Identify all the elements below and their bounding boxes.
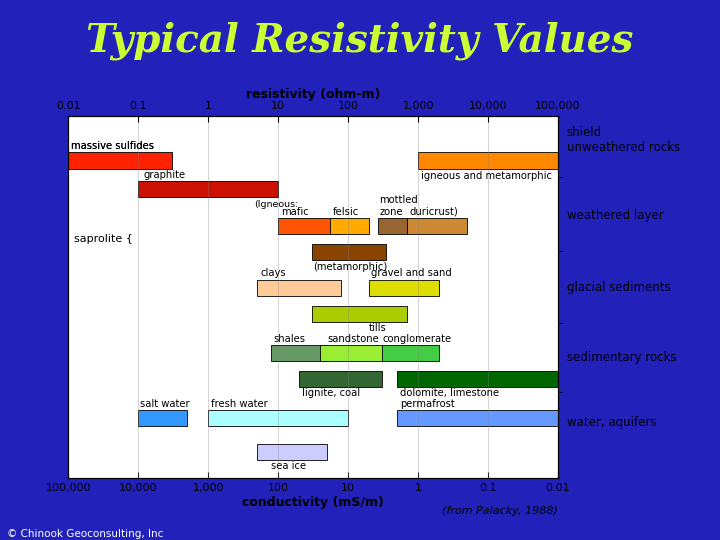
Text: lignite, coal: lignite, coal [302,388,360,399]
FancyBboxPatch shape [418,152,558,169]
X-axis label: conductivity (mS/m): conductivity (mS/m) [242,496,384,509]
Text: clays: clays [260,268,286,278]
Text: igneous and metamorphic: igneous and metamorphic [421,171,552,181]
FancyBboxPatch shape [208,410,348,426]
FancyBboxPatch shape [257,280,341,295]
Text: salt water: salt water [140,399,189,409]
FancyBboxPatch shape [320,345,382,361]
Text: sandstone: sandstone [327,334,379,343]
Text: Typical Resistivity Values: Typical Resistivity Values [86,22,634,60]
Text: massive sulfides: massive sulfides [71,141,154,151]
Text: mafic: mafic [281,207,309,217]
FancyBboxPatch shape [278,218,341,234]
FancyBboxPatch shape [257,444,327,460]
Text: dolomite, limestone: dolomite, limestone [400,388,499,399]
FancyBboxPatch shape [312,245,386,260]
Text: fresh water: fresh water [211,399,268,409]
Text: massive sulfides: massive sulfides [71,141,154,151]
FancyBboxPatch shape [397,410,558,426]
FancyBboxPatch shape [138,410,187,426]
FancyBboxPatch shape [382,345,439,361]
FancyBboxPatch shape [369,280,439,295]
FancyBboxPatch shape [271,345,327,361]
Text: mottled
zone: mottled zone [379,195,418,217]
Text: sedimentary rocks: sedimentary rocks [567,351,676,364]
FancyBboxPatch shape [68,152,171,169]
FancyBboxPatch shape [408,218,467,234]
FancyBboxPatch shape [378,218,408,234]
Text: saprolite {: saprolite { [74,234,132,244]
Text: shales: shales [274,334,305,343]
Text: (metamorphic): (metamorphic) [314,261,388,272]
Text: water, aquifers: water, aquifers [567,416,656,429]
Text: conglomerate: conglomerate [382,334,451,343]
Text: shield
unweathered rocks: shield unweathered rocks [567,126,680,154]
FancyBboxPatch shape [138,181,278,197]
Text: weathered layer: weathered layer [567,210,663,222]
Text: (from Palacky, 1988): (from Palacky, 1988) [442,505,558,516]
Text: (Igneous:: (Igneous: [254,200,298,209]
Text: tills: tills [369,323,387,333]
Text: permafrost: permafrost [400,399,455,409]
Text: felsic: felsic [333,207,359,217]
Text: glacial sediments: glacial sediments [567,281,670,294]
Text: graphite: graphite [144,170,186,179]
Text: gravel and sand: gravel and sand [371,268,451,278]
FancyBboxPatch shape [330,218,369,234]
Text: © Chinook Geoconsulting, Inc: © Chinook Geoconsulting, Inc [7,529,163,539]
FancyBboxPatch shape [300,371,382,387]
X-axis label: resistivity (ohm-m): resistivity (ohm-m) [246,89,380,102]
Text: sea ice: sea ice [271,461,307,471]
FancyBboxPatch shape [312,306,408,322]
FancyBboxPatch shape [397,371,558,387]
Text: duricrust): duricrust) [410,207,458,217]
